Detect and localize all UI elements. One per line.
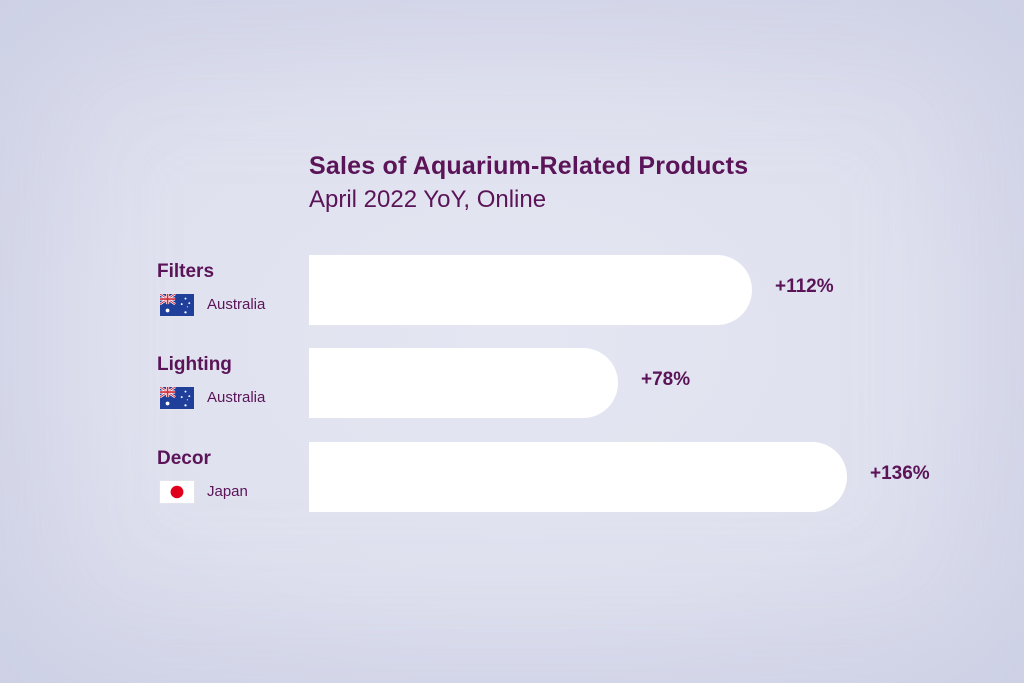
australia-flag-icon	[159, 293, 195, 317]
chart-subtitle: April 2022 YoY, Online	[309, 186, 547, 213]
japan-flag-icon	[159, 480, 195, 504]
bar-lighting	[309, 348, 618, 418]
country-label: Australia	[207, 296, 266, 313]
chart-title: Sales of Aquarium-Related Products	[309, 152, 749, 180]
bar-filters	[309, 255, 752, 325]
bar-row-filters: Filters Australia +112%	[0, 255, 1024, 325]
bar-row-lighting: Lighting Australia +78%	[0, 348, 1024, 418]
value-label: +136%	[870, 463, 930, 484]
bar-decor	[309, 442, 847, 512]
bar-row-decor: Decor Japan +136%	[0, 442, 1024, 512]
category-label: Lighting	[157, 354, 232, 375]
category-label: Filters	[157, 261, 215, 282]
australia-flag-icon	[159, 386, 195, 410]
country-label: Japan	[207, 483, 248, 500]
value-label: +78%	[641, 369, 691, 390]
value-label: +112%	[775, 276, 834, 297]
country-label: Australia	[207, 389, 266, 406]
category-label: Decor	[157, 448, 211, 469]
